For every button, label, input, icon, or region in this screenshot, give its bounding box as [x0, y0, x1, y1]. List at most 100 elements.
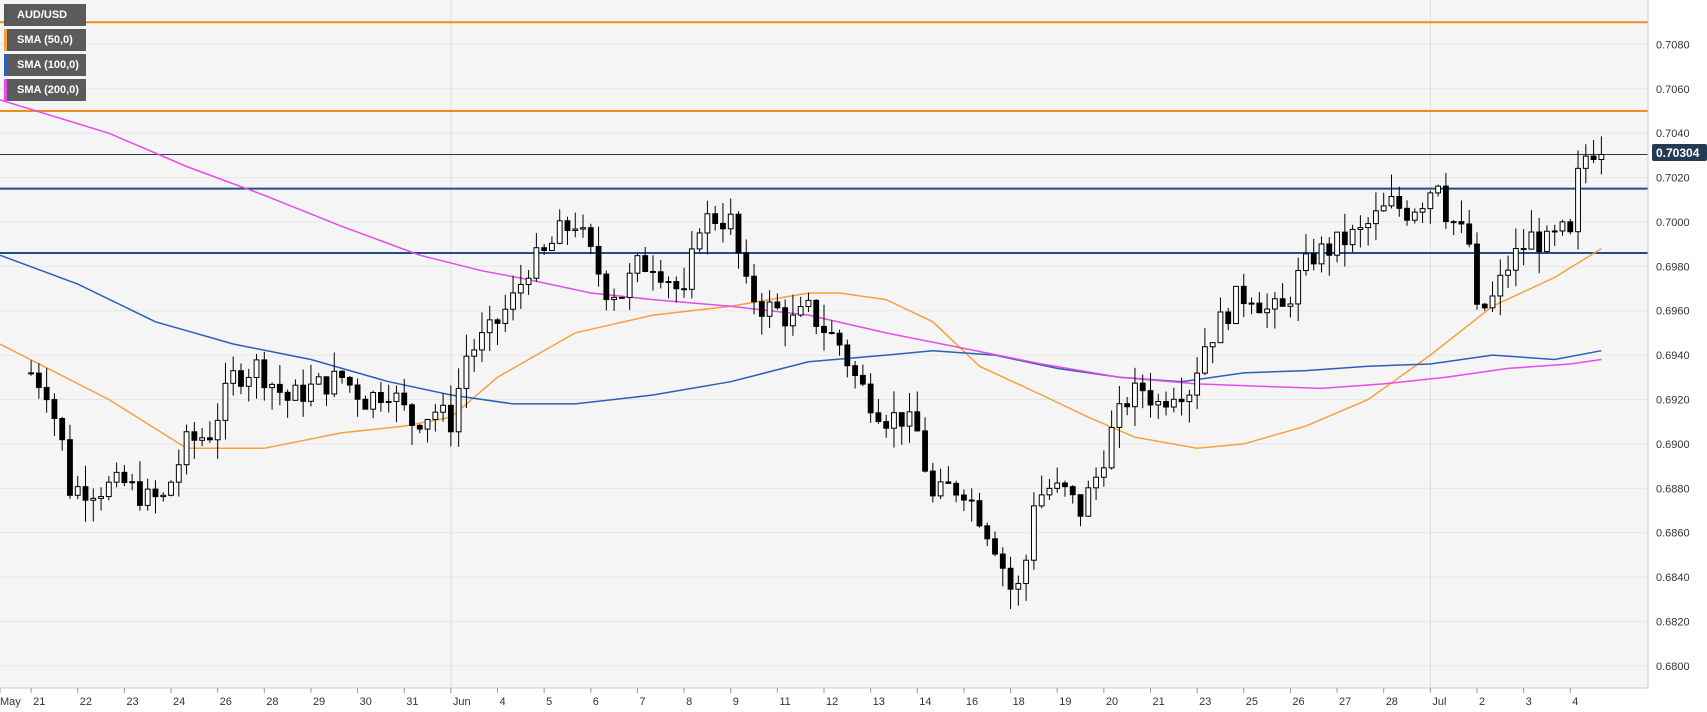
candle: [867, 373, 874, 423]
candle-body: [696, 232, 703, 250]
candle-body: [844, 344, 851, 367]
candle-body: [564, 220, 571, 231]
legend-swatch: [4, 54, 7, 76]
candle-body: [1201, 346, 1208, 374]
candle: [261, 351, 268, 401]
candle: [883, 414, 890, 438]
candle: [253, 353, 260, 399]
candle-body: [1380, 205, 1387, 212]
candle: [82, 465, 89, 522]
candle: [681, 267, 687, 298]
candle-body: [650, 270, 656, 273]
candle: [595, 226, 602, 287]
candle: [90, 488, 97, 522]
candle: [1217, 297, 1224, 344]
candle: [28, 360, 35, 376]
candle: [35, 363, 42, 399]
candle-body: [214, 419, 221, 441]
candle: [1326, 237, 1333, 276]
x-tick-label: 27: [1339, 696, 1351, 708]
legend-item-sma200[interactable]: SMA (200,0): [4, 79, 86, 101]
candle: [98, 487, 104, 511]
candle-body: [1559, 221, 1566, 232]
candle-body: [642, 255, 649, 272]
candle-body: [961, 494, 967, 501]
candle-body: [580, 227, 586, 230]
candle: [1054, 467, 1061, 493]
candle: [1575, 150, 1581, 250]
candle: [968, 488, 975, 522]
candle-body: [479, 332, 485, 351]
candle-body: [1124, 403, 1131, 408]
candle-body: [1054, 482, 1061, 489]
candle: [1209, 342, 1216, 364]
candle: [238, 363, 244, 395]
x-tick-label: 24: [173, 696, 185, 708]
candle: [1349, 224, 1356, 253]
candle-body: [720, 222, 726, 230]
sma-200-line: [0, 99, 1602, 390]
candle: [984, 522, 991, 547]
candle: [346, 376, 353, 393]
candle: [432, 403, 439, 432]
candle-body: [603, 273, 610, 301]
candle: [1551, 224, 1558, 246]
candle: [105, 475, 112, 501]
candle-body: [549, 242, 555, 252]
candle-body: [362, 398, 369, 410]
candle-body: [533, 247, 540, 279]
candle-body: [175, 464, 182, 483]
candle-body: [688, 248, 695, 290]
candle: [549, 236, 555, 252]
x-tick-label: 2: [1479, 696, 1485, 708]
candle-body: [634, 255, 641, 274]
candle-body: [626, 272, 633, 298]
legend-item-sma50[interactable]: SMA (50,0): [4, 29, 86, 51]
candle-body: [269, 383, 275, 389]
candle: [168, 480, 174, 497]
candle: [1411, 208, 1418, 224]
candle-body: [121, 471, 128, 484]
candle: [1435, 184, 1442, 197]
candle: [1155, 393, 1162, 419]
candle-body: [1139, 382, 1146, 392]
candle-body: [681, 288, 687, 291]
candle-body: [751, 275, 757, 303]
x-tick-label: 8: [686, 696, 692, 708]
candle-body: [517, 283, 524, 294]
candle: [1015, 575, 1022, 606]
candle: [1310, 238, 1317, 271]
x-tick-label: 31: [406, 696, 418, 708]
candle: [51, 393, 58, 436]
candle-body: [1085, 487, 1092, 517]
candle: [1030, 492, 1037, 570]
x-tick-label: 26: [1292, 696, 1304, 708]
legend-item-audusd[interactable]: AUD/USD: [4, 4, 86, 26]
candle: [479, 312, 485, 363]
candle-body: [611, 296, 618, 301]
candle-body: [821, 325, 827, 334]
candle-body: [1544, 230, 1550, 253]
candle-body: [1489, 295, 1496, 309]
candle-body: [113, 471, 120, 483]
candle-body: [1256, 302, 1263, 314]
candle-body: [1046, 487, 1053, 496]
candle: [1248, 297, 1255, 315]
candle-body: [976, 500, 983, 527]
candle-body: [1209, 342, 1216, 348]
candle-body: [191, 431, 198, 441]
y-tick-label: 0.6840: [1656, 572, 1690, 584]
legend-item-sma100[interactable]: SMA (100,0): [4, 54, 86, 76]
candle-body: [1132, 382, 1138, 408]
candle-body: [673, 281, 680, 290]
candle-body: [1334, 231, 1340, 256]
candle: [1201, 328, 1208, 376]
candle-body: [1194, 372, 1201, 396]
candle-body: [1442, 185, 1449, 223]
x-tick-label: 11: [779, 696, 790, 708]
candle: [370, 390, 377, 419]
candle-body: [339, 370, 345, 378]
candle-body: [1069, 486, 1076, 496]
x-tick-label: 5: [546, 696, 552, 708]
candle-body: [43, 386, 50, 401]
